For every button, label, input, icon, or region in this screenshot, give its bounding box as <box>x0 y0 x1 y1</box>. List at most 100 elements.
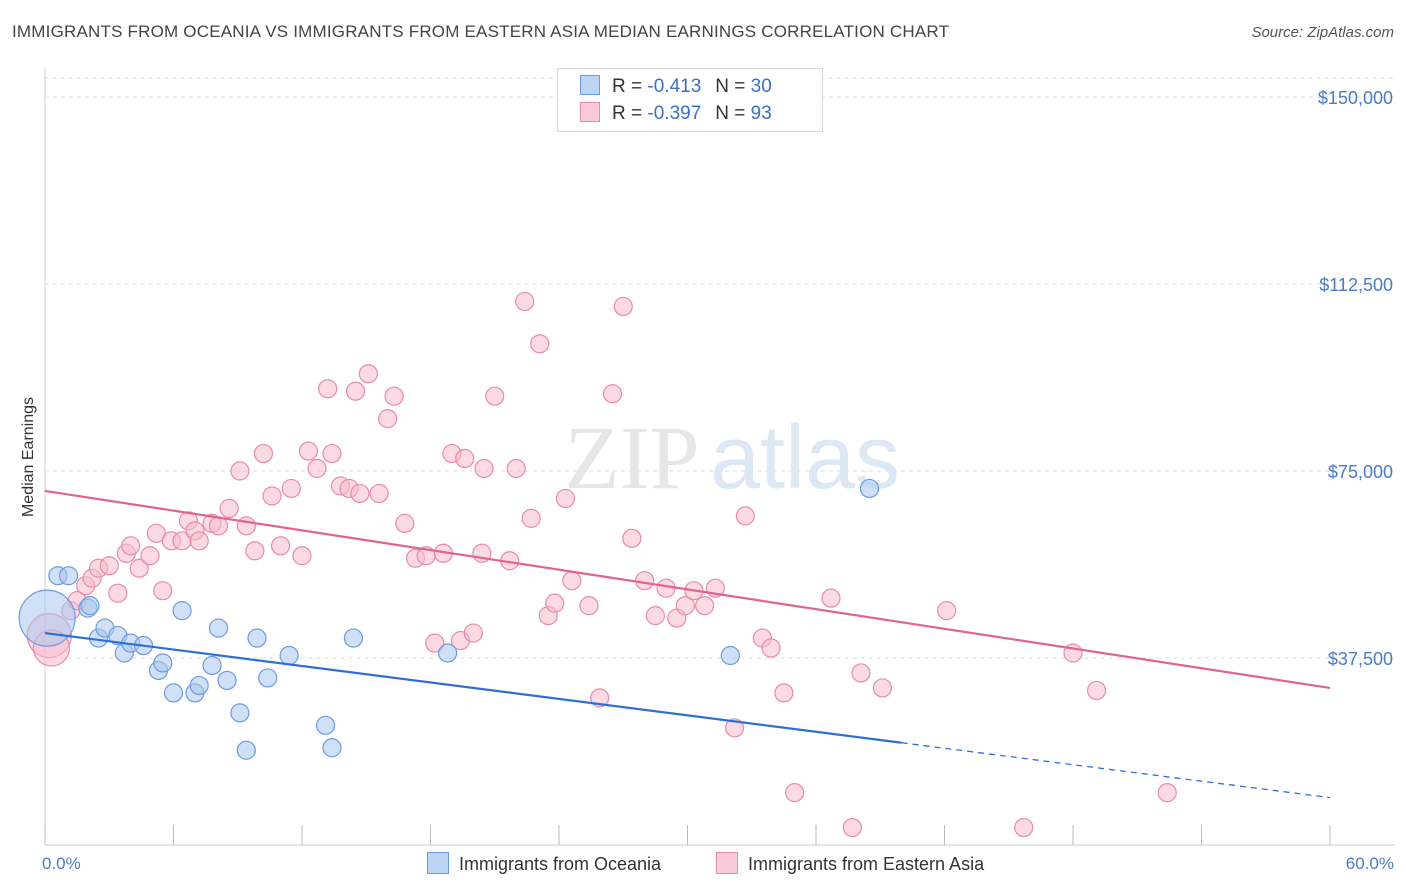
oceania-point <box>208 618 229 638</box>
y-tick-labels: $37,500 $75,000 $112,500 $150,000 <box>1318 88 1393 669</box>
oceania-point <box>18 589 76 647</box>
legend-n-value: 30 <box>750 76 772 97</box>
y-tick-label: $37,500 <box>1328 649 1393 669</box>
eastern-asia-point <box>562 571 582 591</box>
oceania-point <box>189 675 209 696</box>
legend-row-eastern-asia: R = -0.397 N = 93 <box>580 102 772 126</box>
eastern-asia-point <box>425 633 445 653</box>
legend-r-value: -0.413 <box>647 76 702 97</box>
oceania-point <box>859 478 880 499</box>
eastern-asia-point <box>281 478 301 499</box>
eastern-asia-point <box>725 718 745 738</box>
legend-n-label: N = <box>715 103 746 124</box>
oceania-point <box>236 740 256 760</box>
eastern-asia-point <box>230 461 250 481</box>
legend-row-oceania: R = -0.413 N = 30 <box>580 75 772 99</box>
eastern-asia-point <box>189 531 209 551</box>
legend-n-value: 93 <box>750 103 772 124</box>
eastern-asia-point <box>635 571 655 591</box>
y-axis-label: Median Earnings <box>20 397 37 517</box>
oceania-point <box>258 668 278 688</box>
eastern-asia-point <box>1157 783 1177 803</box>
eastern-asia-point <box>695 596 715 616</box>
eastern-asia-point <box>270 536 291 556</box>
eastern-asia-point <box>613 296 633 317</box>
legend-r-value: -0.397 <box>647 103 702 124</box>
eastern-asia-point <box>784 783 805 803</box>
oceania-point <box>720 645 740 666</box>
legend-item-oceania: Immigrants from Oceania <box>427 852 661 876</box>
eastern-asia-point <box>219 498 239 518</box>
eastern-asia-point <box>262 486 282 506</box>
eastern-asia-point <box>307 458 327 479</box>
eastern-asia-point <box>369 483 389 504</box>
legend-swatch-oceania <box>580 75 600 95</box>
x-tick-label: 0.0% <box>42 854 81 873</box>
oceania-point <box>58 566 79 586</box>
eastern-asia-point <box>463 623 483 643</box>
y-tick-label: $75,000 <box>1328 462 1393 482</box>
y-tick-label: $150,000 <box>1318 88 1393 108</box>
eastern-asia-point <box>735 506 755 526</box>
eastern-asia-point <box>153 581 173 601</box>
eastern-asia-point <box>236 516 256 536</box>
eastern-asia-point <box>774 683 794 703</box>
eastern-asia-point <box>129 558 149 578</box>
eastern-asia-point <box>395 513 415 533</box>
oceania-point <box>279 645 299 666</box>
eastern-asia-point <box>555 488 576 509</box>
oceania-point <box>153 653 173 673</box>
eastern-asia-point <box>937 601 957 621</box>
eastern-asia-point <box>1014 817 1034 838</box>
source-credit: Source: ZipAtlas.com <box>1251 24 1394 41</box>
legend-label-eastern-asia: Immigrants from Eastern Asia <box>748 854 985 874</box>
eastern-asia-point <box>645 606 665 626</box>
eastern-asia-point <box>851 663 871 683</box>
eastern-asia-point <box>358 364 378 384</box>
eastern-asia-point <box>761 638 781 658</box>
eastern-asia-point <box>602 384 623 404</box>
eastern-asia-point <box>99 556 119 576</box>
eastern-asia-point <box>384 386 404 406</box>
eastern-asia-point <box>345 381 366 401</box>
oceania-point <box>172 601 192 621</box>
eastern-asia-point <box>521 508 541 528</box>
oceania-point <box>163 683 184 703</box>
eastern-asia-point <box>253 443 274 464</box>
eastern-asia-point <box>530 334 550 354</box>
grid-lines <box>45 77 1395 659</box>
x-tick-label: 60.0% <box>1346 854 1394 873</box>
oceania-point <box>315 715 336 735</box>
legend-r-label: R = <box>612 76 643 97</box>
eastern-asia-point <box>322 443 342 464</box>
eastern-asia-point <box>821 588 841 608</box>
eastern-asia-point <box>515 291 535 312</box>
eastern-asia-point <box>318 379 338 399</box>
legend-label-oceania: Immigrants from Oceania <box>459 854 662 874</box>
legend-r-label: R = <box>612 103 643 124</box>
chart-title: IMMIGRANTS FROM OCEANIA VS IMMIGRANTS FR… <box>12 22 950 41</box>
eastern-asia-point <box>872 678 892 698</box>
y-tick-label: $112,500 <box>1319 275 1393 295</box>
eastern-asia-point <box>590 688 610 708</box>
eastern-asia-point <box>474 458 494 479</box>
eastern-asia-point <box>485 386 505 406</box>
eastern-asia-point <box>292 546 312 566</box>
oceania-point <box>343 628 363 648</box>
eastern-asia-point <box>622 528 642 548</box>
eastern-asia-point <box>506 458 526 479</box>
eastern-asia-point <box>245 541 265 561</box>
eastern-asia-point <box>140 546 160 566</box>
legend-swatch-oceania <box>427 852 449 874</box>
eastern-asia-point <box>1086 680 1107 701</box>
eastern-asia-point <box>108 583 128 603</box>
eastern-asia-point <box>350 483 370 504</box>
eastern-asia-point <box>579 596 599 616</box>
watermark: ZIP atlas <box>565 408 901 508</box>
oceania-point <box>247 628 267 648</box>
series-eastern-asia-points <box>26 291 1177 838</box>
trend-lines <box>44 489 1331 799</box>
eastern-asia-point <box>545 593 565 613</box>
oceania-point <box>322 738 342 758</box>
